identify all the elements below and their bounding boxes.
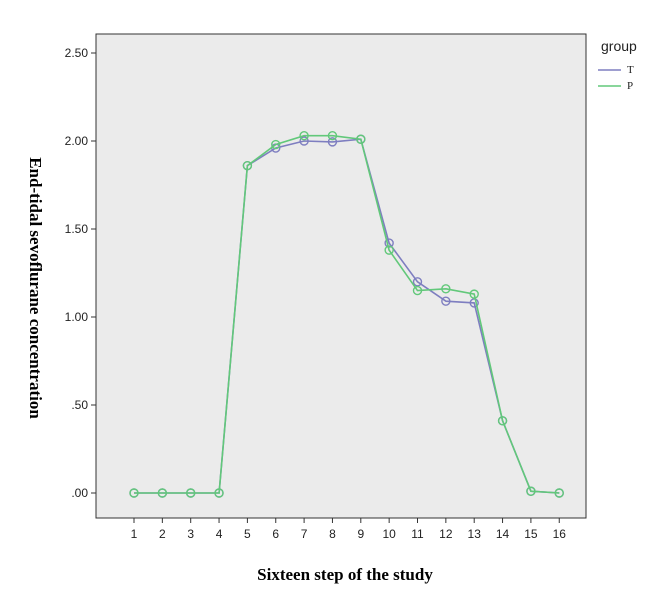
legend-label-p: P (627, 80, 633, 92)
x-tick-label: 12 (439, 527, 453, 541)
y-tick-label: 2.50 (65, 46, 89, 60)
data-point-p (384, 245, 394, 255)
x-axis: 1 2 3 4 5 6 7 8 9 10 11 12 13 14 15 16 (131, 518, 567, 541)
y-axis-title: End-tidal sevoflurane concentration (26, 157, 45, 419)
data-point-p (497, 416, 508, 426)
data-point-p (469, 289, 479, 299)
data-point-p (356, 134, 366, 144)
y-tick-label: 1.50 (65, 222, 89, 236)
data-point-p (327, 131, 338, 141)
y-tick-label: 1.00 (65, 310, 89, 324)
legend: group T P (598, 38, 637, 92)
data-point-t (299, 136, 309, 146)
x-tick-label: 13 (468, 527, 482, 541)
data-point-p (299, 131, 309, 141)
x-tick-label: 10 (382, 527, 396, 541)
y-tick-label: 2.00 (65, 134, 89, 148)
data-point-t (441, 296, 451, 306)
data-point-t (469, 298, 479, 308)
x-tick-label: 1 (131, 527, 138, 541)
x-tick-label: 14 (496, 527, 510, 541)
x-tick-label: 9 (357, 527, 364, 541)
x-axis-title: Sixteen step of the study (257, 565, 433, 584)
x-tick-label: 5 (244, 527, 251, 541)
x-tick-label: 3 (187, 527, 194, 541)
legend-title: group (601, 38, 637, 54)
data-point-p (242, 160, 253, 171)
x-tick-label: 6 (272, 527, 279, 541)
data-point-p (129, 488, 139, 498)
data-point-p (214, 488, 224, 498)
data-point-p (412, 285, 423, 296)
x-tick-label: 2 (159, 527, 166, 541)
x-tick-label: 4 (216, 527, 223, 541)
data-point-t (327, 137, 338, 147)
legend-label-t: T (627, 64, 634, 76)
data-point-p (554, 488, 564, 498)
data-point-p (441, 284, 451, 294)
y-tick-label: .00 (71, 486, 88, 500)
data-point-t (412, 277, 423, 287)
y-axis: .00 .50 1.00 1.50 2.00 2.50 (65, 46, 96, 500)
x-tick-label: 16 (553, 527, 567, 541)
x-tick-label: 11 (411, 527, 424, 541)
y-tick-label: .50 (71, 398, 88, 412)
data-point-p (271, 139, 281, 150)
x-tick-label: 15 (524, 527, 538, 541)
x-tick-label: 8 (329, 527, 336, 541)
data-point-p (157, 488, 168, 498)
series-line-p (134, 134, 560, 494)
x-tick-label: 7 (301, 527, 308, 541)
plot-area (95, 33, 587, 519)
data-point-p (185, 488, 196, 498)
series-layer (129, 131, 564, 498)
data-point-p (526, 486, 536, 496)
